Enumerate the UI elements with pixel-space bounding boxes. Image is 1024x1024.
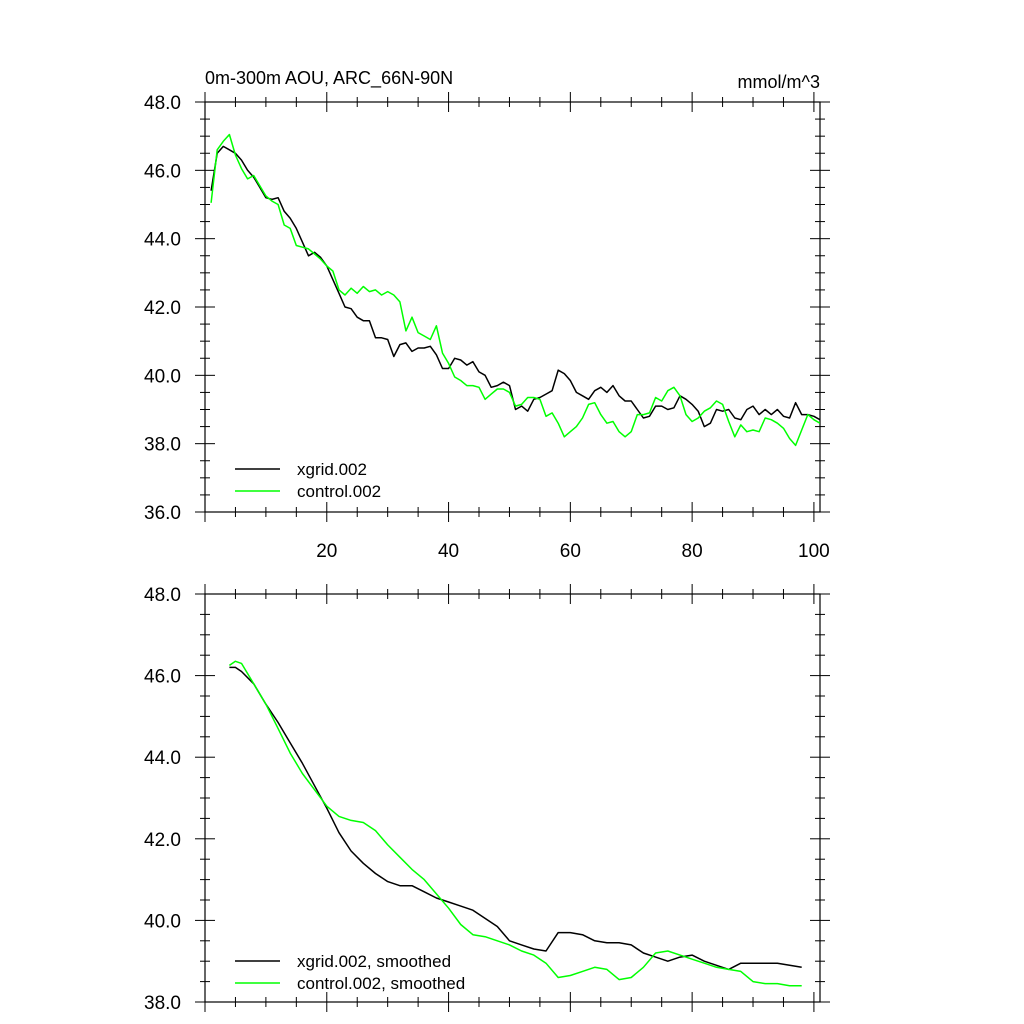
y-tick-label: 38.0 xyxy=(144,435,181,456)
y-tick-label: 48.0 xyxy=(144,585,181,606)
y-tick-label: 46.0 xyxy=(144,161,181,182)
legend-label: control.002 xyxy=(297,482,381,501)
top-chart-panel: 36.0 38.0 40.0 42.0 44.0 46.0 48.0 20 40 60 80 100 0… xyxy=(144,68,830,562)
y-tick-label: 36.0 xyxy=(144,503,181,524)
series-line-control-002 xyxy=(210,133,820,447)
chart-title: 0m-300m AOU, ARC_66N-90N xyxy=(205,68,453,89)
y-tick-label: 48.0 xyxy=(144,93,181,114)
x-tick-label: 40 xyxy=(438,541,459,562)
legend-label: xgrid.002 xyxy=(297,460,367,479)
units-label: mmol/m^3 xyxy=(738,72,820,92)
plot-frame xyxy=(204,101,821,513)
plot-frame xyxy=(204,593,821,1003)
series-line-xgrid-002-smoothed xyxy=(229,666,802,971)
y-tick-label: 44.0 xyxy=(144,748,181,769)
x-tick-label: 60 xyxy=(560,541,581,562)
y-tick-label: 40.0 xyxy=(144,911,181,932)
x-tick-label: 20 xyxy=(316,541,337,562)
x-tick-label: 100 xyxy=(798,541,830,562)
y-tick-label: 40.0 xyxy=(144,366,181,387)
y-tick-label: 42.0 xyxy=(144,298,181,319)
legend-label: control.002, smoothed xyxy=(297,974,465,993)
y-tick-label: 42.0 xyxy=(144,830,181,851)
y-tick-label: 46.0 xyxy=(144,667,181,688)
series-line-xgrid-002 xyxy=(210,145,820,428)
bottom-chart-panel: 38.0 40.0 42.0 44.0 46.0 48.0 xgrid.002, smoot… xyxy=(144,584,830,1014)
series-line-control-002-smoothed xyxy=(228,660,802,987)
x-tick-label: 80 xyxy=(682,541,703,562)
y-tick-label: 38.0 xyxy=(144,993,181,1014)
y-tick-label: 44.0 xyxy=(144,230,181,251)
legend-label: xgrid.002, smoothed xyxy=(297,952,451,971)
